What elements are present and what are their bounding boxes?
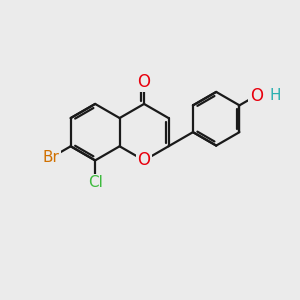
Text: O: O	[138, 73, 151, 91]
Text: Br: Br	[43, 150, 60, 165]
Text: Cl: Cl	[88, 175, 103, 190]
Text: H: H	[269, 88, 281, 103]
Text: O: O	[138, 152, 151, 169]
Text: O: O	[250, 87, 263, 105]
